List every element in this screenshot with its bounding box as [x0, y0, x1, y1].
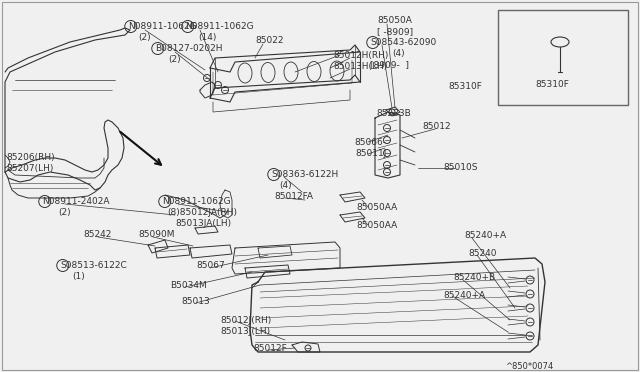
Text: B08127-0202H: B08127-0202H [155, 44, 223, 53]
Text: 85240+A: 85240+A [464, 231, 506, 240]
Text: S08513-6122C: S08513-6122C [60, 261, 127, 270]
Text: 85240+A: 85240+A [443, 291, 485, 300]
Text: B5034M: B5034M [170, 281, 207, 290]
Text: 85233B: 85233B [376, 109, 411, 118]
Text: 85240+B: 85240+B [453, 273, 495, 282]
Text: 85206(RH): 85206(RH) [6, 153, 54, 162]
Text: 85310F: 85310F [535, 80, 569, 89]
Text: ^850*0074: ^850*0074 [505, 362, 553, 371]
Text: 85012FA: 85012FA [274, 192, 313, 201]
Text: 85013H(LH): 85013H(LH) [333, 62, 387, 71]
Text: 85010S: 85010S [443, 163, 477, 172]
Text: N08911-2402A: N08911-2402A [42, 197, 109, 206]
Text: 85050AA: 85050AA [356, 221, 397, 230]
Text: N08911-1062G: N08911-1062G [185, 22, 253, 31]
Text: 85242: 85242 [83, 230, 111, 239]
Text: 85013J(LH): 85013J(LH) [220, 327, 270, 336]
Text: S08363-6122H: S08363-6122H [271, 170, 339, 179]
Text: 85090M: 85090M [138, 230, 175, 239]
Text: 85012: 85012 [422, 122, 451, 131]
Text: 85050AA: 85050AA [356, 203, 397, 212]
Text: (2): (2) [168, 55, 180, 64]
Text: N08911-1062G: N08911-1062G [128, 22, 196, 31]
Text: [8909-  ]: [8909- ] [370, 60, 409, 69]
Text: (4): (4) [279, 181, 292, 190]
Text: 85012J(RH): 85012J(RH) [220, 316, 271, 325]
Text: 85012F: 85012F [253, 344, 287, 353]
Text: 85310F: 85310F [448, 82, 482, 91]
Text: [ -8909]: [ -8909] [377, 27, 413, 36]
Text: (4): (4) [392, 49, 404, 58]
Text: (2): (2) [58, 208, 70, 217]
Text: 85050A: 85050A [377, 16, 412, 25]
Text: 85013: 85013 [181, 297, 210, 306]
Text: S08543-62090: S08543-62090 [370, 38, 436, 47]
Text: 85012H(RH): 85012H(RH) [333, 51, 388, 60]
Text: 85066-: 85066- [354, 138, 386, 147]
Text: (14): (14) [198, 33, 216, 42]
Text: (2): (2) [138, 33, 150, 42]
Text: 85022: 85022 [255, 36, 284, 45]
Text: 85011J: 85011J [355, 149, 387, 158]
Text: (1): (1) [72, 272, 84, 281]
Text: 85240: 85240 [468, 249, 497, 258]
Text: 85067: 85067 [196, 261, 225, 270]
Text: 85207(LH): 85207(LH) [6, 164, 53, 173]
Text: (8)85012JA(RH): (8)85012JA(RH) [167, 208, 237, 217]
Text: N08911-1062G: N08911-1062G [162, 197, 230, 206]
Text: 85013JA(LH): 85013JA(LH) [175, 219, 231, 228]
